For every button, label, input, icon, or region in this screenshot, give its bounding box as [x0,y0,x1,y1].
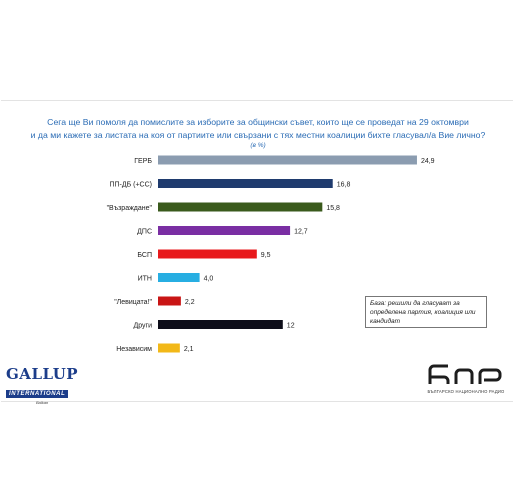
chart-title-line1: Сега ще Ви помоля да помислите за избори… [47,117,469,127]
gallup-international-bar: INTERNATIONAL [6,390,69,398]
base-note: База: решили да гласуват за определена п… [365,296,487,328]
chart-title-line2: и да ми кажете за листата на коя от парт… [30,130,486,140]
category-label: "Възраждане" [107,205,153,212]
value-label: 2,2 [185,299,195,306]
bar [158,249,257,259]
value-label: 9,5 [261,252,271,259]
bnr-logo-icon [428,364,502,384]
value-label: 12 [287,323,295,330]
bar [158,296,181,306]
category-label: ДПС [137,229,152,236]
category-label: ГЕРБ [134,158,152,165]
bnr-logo: БЪЛГАРСКО НАЦИОНАЛНО РАДИО [424,364,508,396]
bar [158,320,283,329]
value-label: 4,0 [204,276,214,283]
value-label: 15,8 [326,205,340,212]
value-label: 12,7 [294,229,308,236]
value-label: 2,1 [184,346,194,353]
bar-chart: ГЕРБ 24,9 ПП-ДБ (+СС) 16,8 "Възраждане" 15,8 Д… [107,155,435,353]
category-label: "Левицата!" [114,299,152,306]
gallup-balkan-text: Balkan [36,400,49,405]
bar [158,343,180,353]
category-label: Други [133,323,152,330]
chart-title: Сега ще Ви помоля да помислите за избори… [10,116,506,142]
category-label: ПП-ДБ (+СС) [109,182,152,189]
bar [158,179,333,188]
bar [158,273,200,282]
category-label: ИТН [138,276,152,283]
value-label: 24,9 [421,158,435,165]
bar [158,155,417,165]
slide-frame [1,100,513,402]
bnr-caption: БЪЛГАРСКО НАЦИОНАЛНО РАДИО [427,389,505,394]
category-label: БСП [137,252,152,259]
value-label: 16,8 [337,182,351,189]
bar [158,226,291,235]
gallup-wordmark: GALLUP [6,365,79,383]
gallup-logo: GALLUP INTERNATIONAL Balkan [6,367,80,405]
unit-label: (в %) [250,142,266,149]
category-label: Независим [116,346,152,353]
bar [158,202,323,212]
